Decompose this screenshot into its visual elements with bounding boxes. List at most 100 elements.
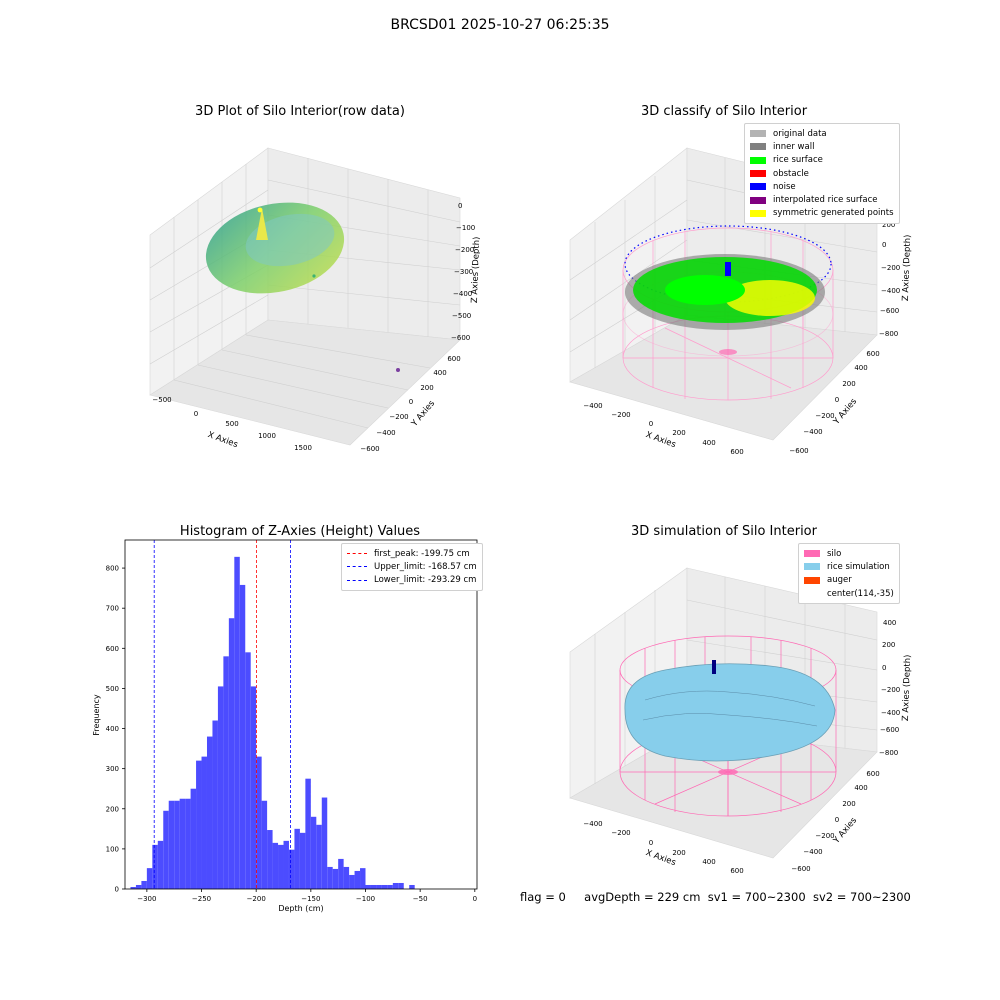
svg-text:1000: 1000: [258, 432, 276, 440]
histogram-bar: [387, 884, 393, 889]
svg-text:−200: −200: [611, 411, 630, 419]
histogram-bar: [332, 868, 339, 889]
svg-text:0: 0: [835, 816, 839, 824]
histogram-bar: [135, 884, 142, 889]
histogram-bar: [299, 832, 306, 889]
svg-text:400: 400: [433, 369, 446, 377]
histogram-bar: [310, 816, 317, 889]
plot2-zlabel: Z Axies (Depth): [901, 234, 913, 301]
svg-text:−200: −200: [815, 412, 834, 420]
svg-text:0: 0: [882, 664, 886, 672]
y-tick-label: 0: [115, 886, 119, 894]
svg-text:−400: −400: [583, 820, 602, 828]
svg-text:600: 600: [866, 350, 879, 358]
svg-text:600: 600: [730, 448, 743, 456]
svg-text:0: 0: [882, 241, 886, 249]
svg-text:200: 200: [842, 800, 855, 808]
svg-text:−800: −800: [879, 330, 898, 338]
x-tick-label: −50: [413, 895, 428, 903]
histogram-bar: [206, 736, 213, 889]
histogram-bar: [212, 720, 218, 889]
svg-text:−600: −600: [789, 447, 808, 455]
histogram-bar: [278, 844, 284, 889]
y-tick-label: 300: [106, 765, 119, 773]
svg-text:0: 0: [835, 396, 839, 404]
plot1-3d-axes: −500 0 500 1000 1500 −600 −400 −200 0 20…: [149, 147, 480, 453]
histogram-bar: [217, 686, 224, 889]
y-tick-label: 800: [106, 565, 119, 573]
histogram-bar: [201, 756, 207, 889]
histogram-bar: [245, 652, 251, 889]
legend-swatch: [804, 563, 820, 571]
svg-text:−400: −400: [881, 287, 900, 295]
histogram-bar: [190, 788, 197, 889]
x-tick-label: −150: [301, 895, 320, 903]
svg-text:400: 400: [854, 364, 867, 372]
histogram-chart: −300 −250 −200 −150 −100 −50 0 0 100 200 300 400 500…: [92, 539, 478, 913]
svg-text:−500: −500: [452, 312, 471, 320]
svg-text:−400: −400: [803, 428, 822, 436]
histogram-title: Histogram of Z-Axies (Height) Values: [179, 524, 421, 539]
legend-line: [347, 553, 367, 555]
svg-text:−800: −800: [879, 749, 898, 757]
histogram-bar: [360, 868, 366, 889]
svg-text:500: 500: [225, 420, 238, 428]
x-tick-label: −100: [356, 895, 375, 903]
svg-text:400: 400: [854, 784, 867, 792]
svg-text:−200: −200: [389, 413, 408, 421]
histogram-bar: [321, 797, 328, 889]
legend-swatch: [750, 143, 766, 151]
svg-text:−400: −400: [376, 429, 395, 437]
legend-swatch: [750, 209, 766, 217]
y-tick-label: 700: [106, 605, 119, 613]
histogram-bar: [381, 884, 388, 889]
histogram-bar: [256, 756, 262, 889]
legend-line: [347, 579, 367, 581]
histogram-bar: [163, 810, 169, 889]
svg-text:−600: −600: [880, 307, 899, 315]
svg-text:−600: −600: [451, 334, 470, 342]
legend-swatch: [750, 130, 766, 138]
plot4-3d-axes: −400 −200 0 200 400 600 −600 −400 −200 0…: [569, 567, 913, 875]
histogram-bar: [223, 656, 229, 889]
plot2-legend: original data inner wall rice surface ob…: [744, 123, 900, 225]
histogram-ylabel: Frequency: [92, 694, 101, 736]
histogram-bar: [228, 618, 235, 889]
histogram-bar: [283, 840, 289, 889]
y-tick-label: 200: [106, 805, 119, 813]
histogram-bar: [398, 882, 404, 889]
histogram-bar: [174, 800, 180, 889]
svg-text:0: 0: [409, 398, 413, 406]
histogram-bar: [365, 884, 371, 889]
svg-text:600: 600: [730, 867, 743, 875]
svg-text:−600: −600: [360, 445, 379, 453]
plot1-title: 3D Plot of Silo Interior(row data): [195, 104, 405, 119]
histogram-bar: [146, 868, 153, 889]
flag-text: flag = 0: [520, 890, 566, 904]
legend-swatch: [804, 590, 820, 597]
histogram-bar: [327, 866, 333, 889]
histogram-xlabel: Depth (cm): [278, 904, 323, 913]
histogram-bar: [261, 800, 268, 889]
histogram-bar: [294, 828, 300, 889]
y-tick-label: 400: [106, 725, 119, 733]
histogram-bar: [338, 858, 344, 889]
svg-text:−200: −200: [611, 829, 630, 837]
histogram-bar: [196, 760, 202, 889]
x-tick-label: 0: [473, 895, 477, 903]
histogram-bar: [343, 866, 350, 889]
histogram-bar: [316, 824, 322, 889]
histogram-bar: [239, 584, 246, 889]
svg-text:200: 200: [882, 221, 895, 229]
footer-stats: flag = 0 avgDepth = 229 cm sv1 = 700~230…: [520, 890, 911, 904]
histogram-bar: [267, 830, 273, 889]
histogram-bar: [305, 778, 311, 889]
histogram-legend: first_peak: -199.75 cm Upper_limit: -168…: [341, 543, 483, 591]
legend-swatch: [804, 550, 820, 558]
plot2-title: 3D classify of Silo Interior: [640, 104, 808, 119]
histogram-bar: [185, 798, 191, 889]
histogram-bar: [141, 880, 147, 889]
svg-text:−400: −400: [803, 848, 822, 856]
svg-text:−200: −200: [881, 264, 900, 272]
x-tick-label: −300: [137, 895, 156, 903]
